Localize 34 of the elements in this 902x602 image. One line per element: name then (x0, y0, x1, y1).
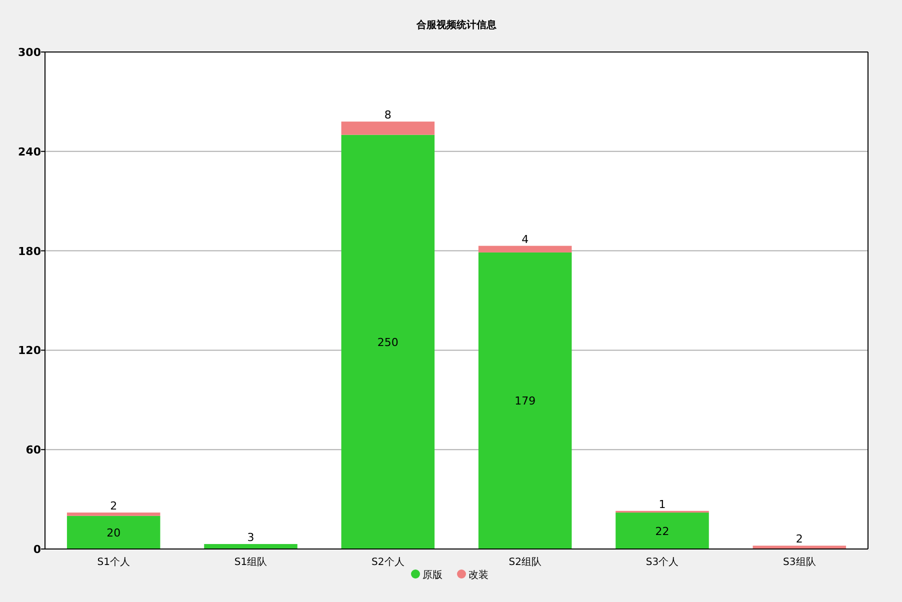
bar (341, 134, 435, 549)
x-tick-label: S2个人 (372, 556, 404, 568)
x-tick-label: S2组队 (508, 556, 542, 568)
data-label: 179 (514, 394, 536, 408)
data-label: 8 (384, 108, 392, 122)
y-tick-label: 120 (18, 344, 42, 358)
bar (66, 512, 160, 516)
bar (66, 516, 160, 549)
x-tick-label: S3个人 (646, 556, 679, 568)
y-tick-label: 0 (33, 543, 42, 556)
x-tick-label: S3组队 (783, 556, 816, 568)
bar (341, 122, 435, 135)
y-tick-label: 300 (18, 46, 42, 59)
data-label: 3 (247, 531, 254, 544)
data-label: 20 (106, 526, 121, 540)
data-label: 4 (522, 232, 529, 246)
y-tick-label: 240 (18, 145, 42, 158)
data-label: 2 (110, 500, 118, 513)
x-tick-label: S1组队 (234, 556, 268, 568)
data-label: 22 (655, 524, 670, 538)
legend-label: 原版 (422, 570, 442, 581)
x-tick-label: S1个人 (97, 556, 130, 568)
data-label: 2 (796, 532, 803, 546)
bar (752, 546, 846, 549)
data-label: 250 (377, 336, 398, 349)
bar (204, 544, 298, 549)
data-label: 1 (658, 498, 666, 511)
bar (478, 252, 572, 549)
y-tick-label: 180 (18, 244, 42, 258)
legend-label: 改装 (468, 569, 488, 581)
y-tick-label: 60 (26, 444, 42, 457)
bar (616, 512, 709, 549)
chart-title: 合服视频统计信息 (416, 19, 498, 31)
bar (478, 246, 572, 252)
